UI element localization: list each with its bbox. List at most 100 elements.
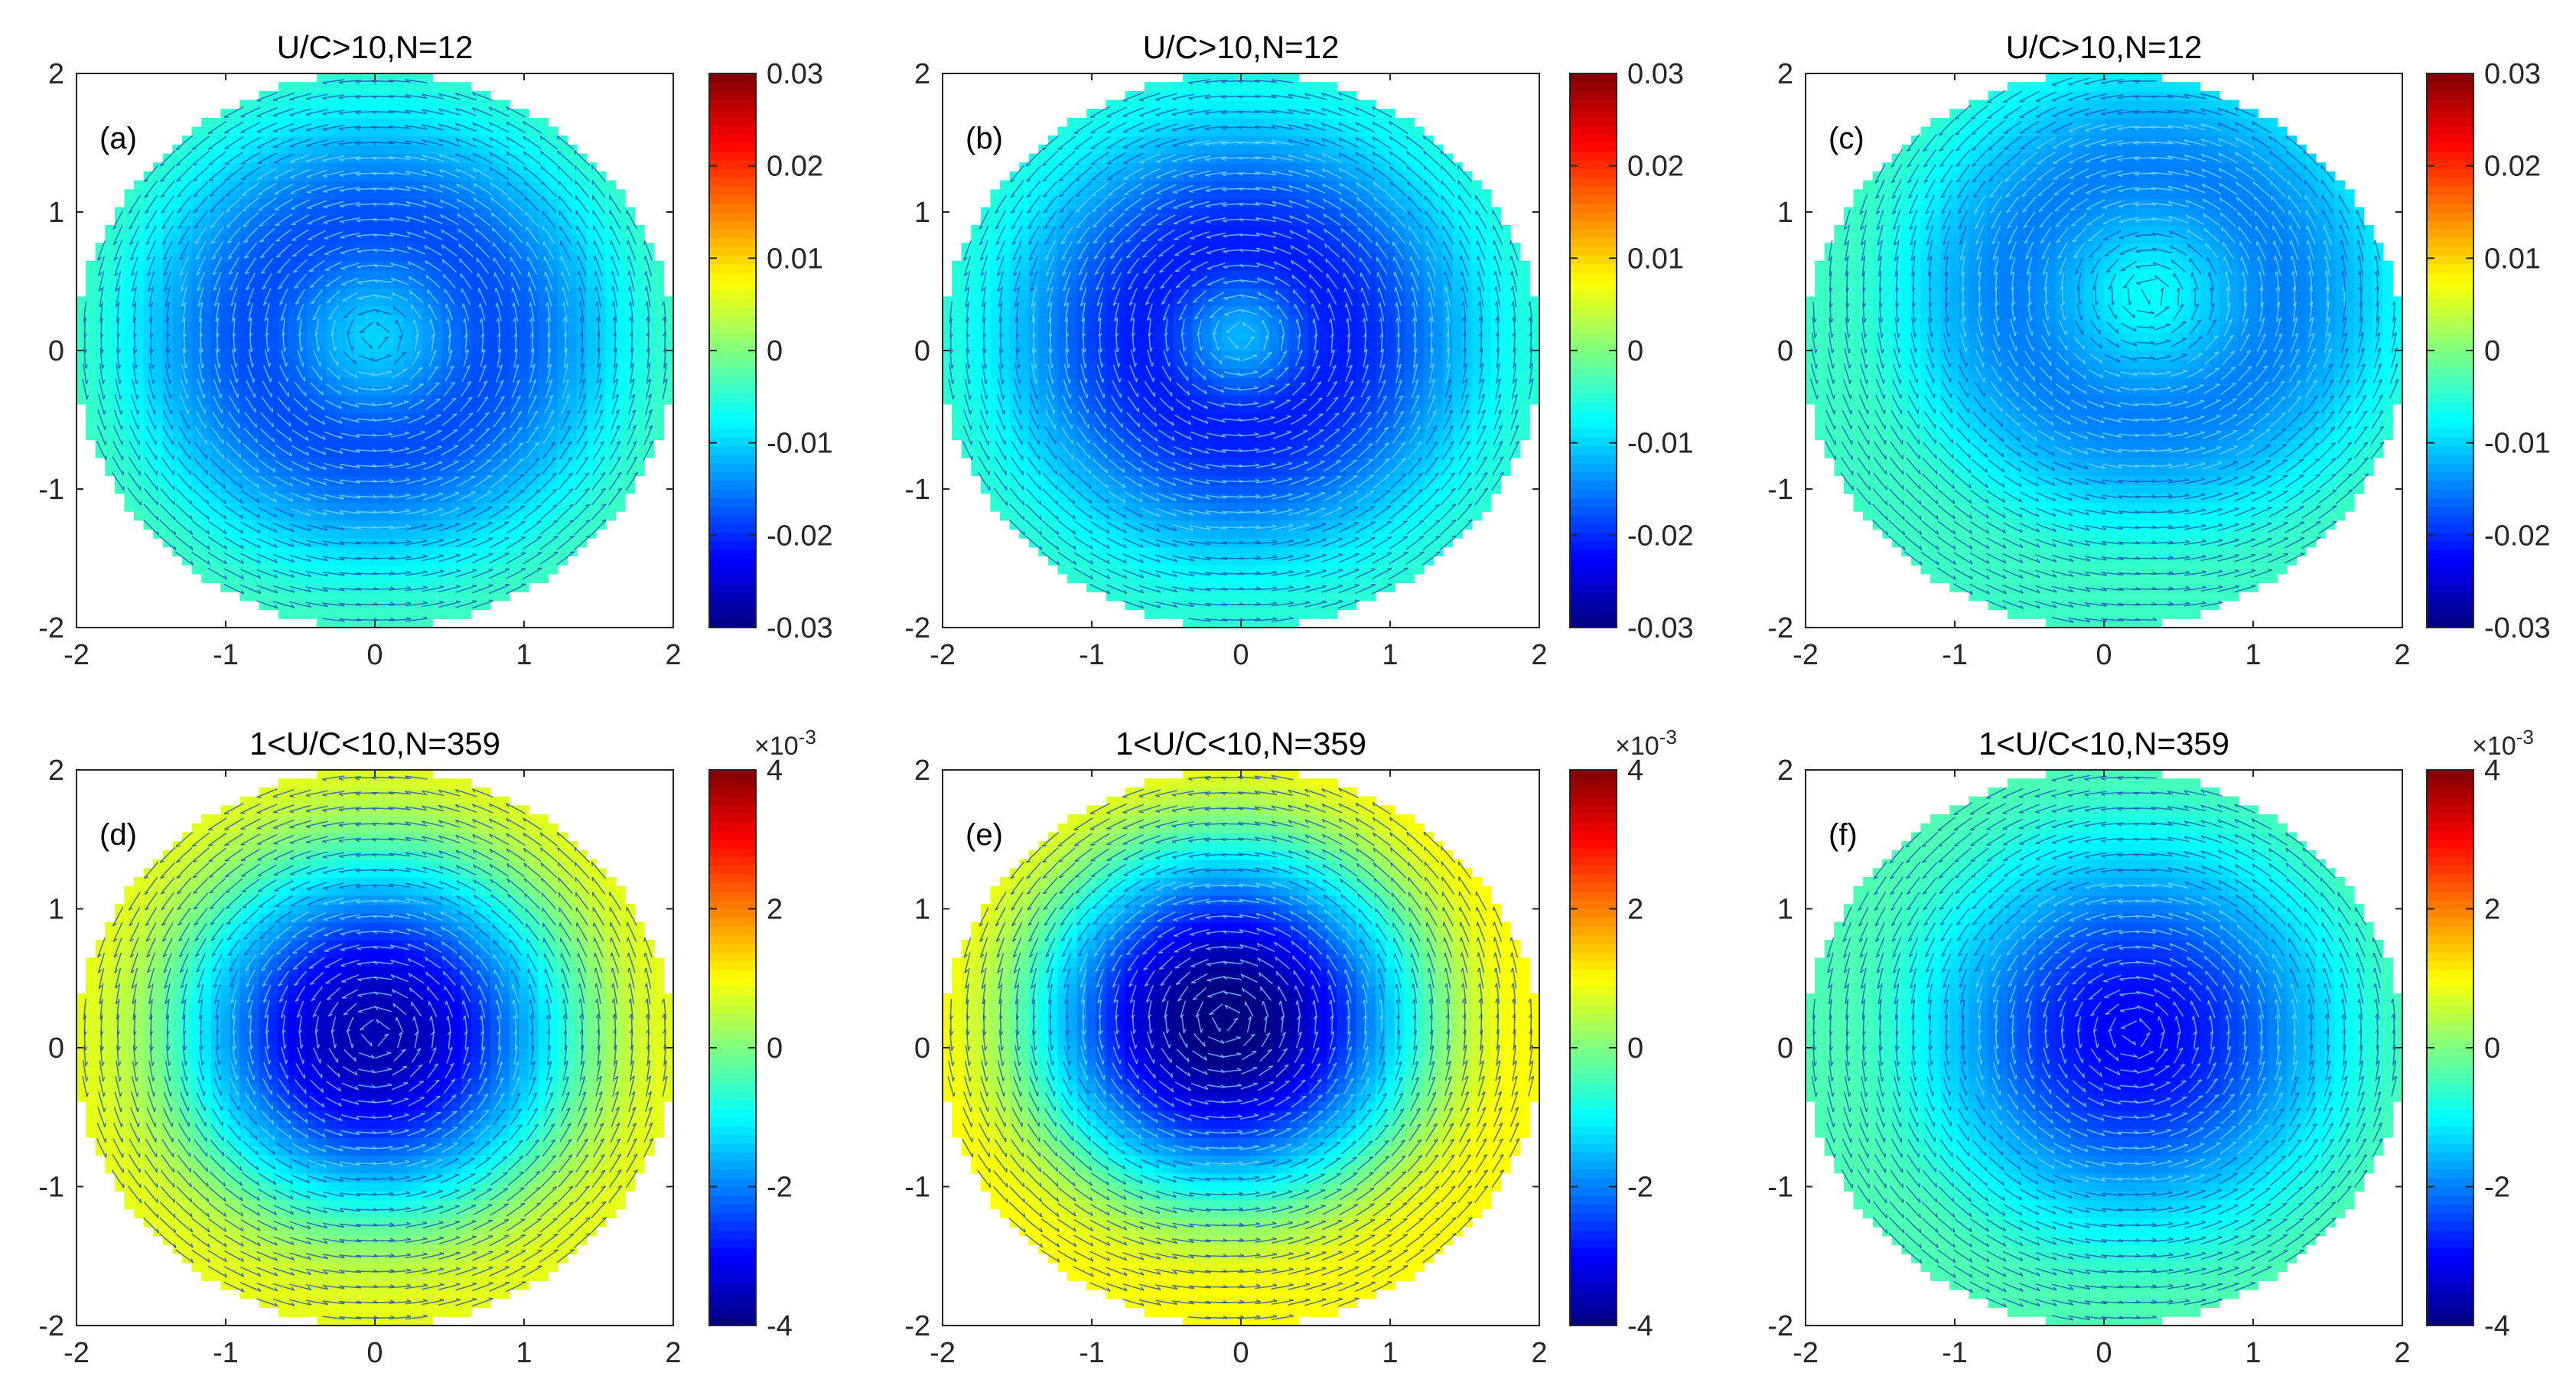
heatmap-cell [336,350,347,360]
quiver-arrow [493,412,506,428]
heatmap-cell [509,474,520,485]
quiver-arrow [240,136,261,149]
quiver-arrowhead [447,334,451,338]
heatmap-cell [259,180,270,191]
quiver-arrow [196,395,206,414]
heatmap-cell [519,350,529,360]
heatmap-cell [441,394,453,405]
quiver-arrow [357,465,377,468]
quiver-arrowhead [343,315,348,318]
heatmap-cell [412,126,424,137]
quiver-arrow [307,215,327,224]
quiver-arrowhead [147,272,151,276]
quiver-arrow [279,365,288,383]
heatmap-cell [345,82,357,92]
quiver-arrow [422,555,445,562]
quiver-arrowhead [265,332,269,337]
heatmap-cell [191,153,203,164]
heatmap-cell [374,359,386,369]
heatmap-cell [269,591,279,602]
quiver-arrow [490,181,509,196]
quiver-arrowhead [131,288,135,292]
quiver-arrow [546,302,552,322]
quiver-arrow [545,271,553,292]
quiver-arrow [324,246,343,255]
quiver-arrowhead [406,601,412,605]
heatmap-cell [422,252,433,262]
heatmap-cell [278,502,289,512]
heatmap-cell [605,377,617,387]
heatmap-cell [124,457,135,468]
quiver-arrowhead [438,139,443,143]
quiver-arrowhead [272,468,276,472]
quiver-arrow [274,198,293,210]
quiver-arrow [405,509,427,515]
heatmap-cell [471,502,481,512]
heatmap-cell [345,582,357,592]
quiver-arrowhead [405,109,409,114]
quiver-arrow [162,409,173,430]
quiver-arrow [405,170,428,177]
quiver-arrowhead [322,97,327,100]
heatmap-cell [278,556,289,566]
heatmap-cell [471,109,481,119]
heatmap-cell [181,207,193,217]
quiver-arrow [82,378,88,399]
quiver-arrowhead [338,404,342,409]
quiver-arrowhead [422,184,427,190]
heatmap-cell [364,359,376,369]
heatmap-cell [528,466,539,476]
heatmap-cell [412,474,424,485]
quiver-arrow [272,585,295,593]
heatmap-cell [653,403,664,414]
quiver-arrow [524,473,541,490]
heatmap-cell [210,225,222,235]
heatmap-cell [86,305,96,315]
heatmap-cell [162,296,174,307]
quiver-arrowhead [305,113,311,116]
quiver-arrow [324,462,344,470]
heatmap-cell [441,439,453,449]
heatmap-cell [317,350,327,360]
quiver-arrow [374,308,392,315]
heatmap-cell [181,546,193,557]
heatmap-cell [249,332,260,342]
heatmap-cell [269,430,279,441]
quiver-arrow [390,432,409,439]
heatmap-cell [288,117,298,128]
heatmap-cell [239,537,250,548]
heatmap-cell [403,332,414,342]
heatmap-cell [663,296,673,307]
heatmap-cell [412,216,424,227]
quiver-arrowhead [438,123,443,128]
heatmap-cell [230,582,241,592]
heatmap-cell [471,332,481,342]
quiver-arrowhead [116,303,119,308]
quiver-arrow [558,472,574,490]
heatmap-cell [181,162,193,172]
quiver-arrowhead [567,441,572,445]
heatmap-cell [278,135,289,145]
quiver-arrowhead [209,178,214,181]
heatmap-cell [412,197,424,208]
heatmap-cell [547,197,559,208]
quiver-arrowhead [490,212,493,217]
heatmap-cell [451,600,462,611]
quiver-arrow [194,210,208,229]
quiver-arrowhead [408,276,412,281]
heatmap-cell [441,207,453,217]
quiver-arrowhead [177,226,183,230]
quiver-arrowhead [259,224,264,227]
heatmap-cell [567,216,578,227]
quiver-arrowhead [226,240,232,244]
heatmap-cell [471,144,481,155]
heatmap-cell [567,287,578,298]
quiver-arrow [473,167,493,180]
quiver-arrow [627,256,636,276]
quiver-arrowhead [304,391,307,396]
heatmap-cell [538,484,549,494]
quiver-arrow [180,394,189,415]
quiver-arrow [523,504,542,520]
quiver-arrowhead [226,210,231,213]
heatmap-cell [288,430,298,441]
